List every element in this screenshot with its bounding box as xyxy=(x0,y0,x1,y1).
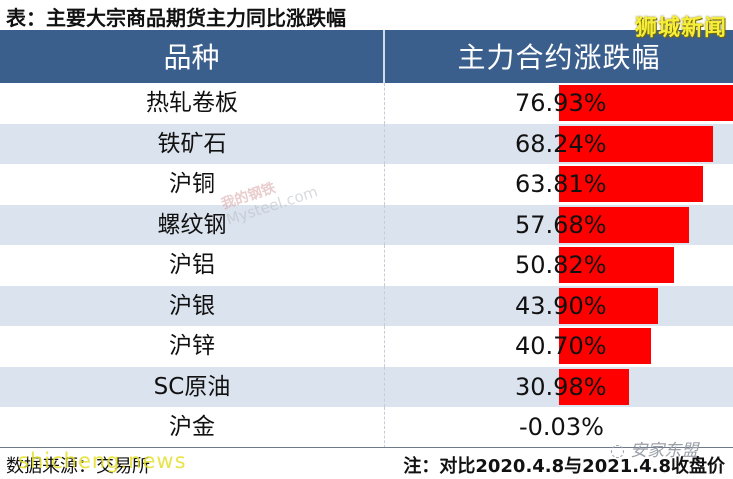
change-bar xyxy=(559,328,651,364)
change-value: 43.90% xyxy=(515,291,607,320)
header-variety: 品种 xyxy=(0,30,385,83)
watermark-shicheng: 狮城新闻 xyxy=(634,16,727,41)
variety-cell: 沪铝 xyxy=(0,245,385,286)
variety-cell: 沪锌 xyxy=(0,326,385,367)
change-value: 68.24% xyxy=(515,129,607,158)
change-cell: 76.93% xyxy=(385,83,733,124)
table-row: 沪银 43.90% xyxy=(0,285,733,327)
table-row: 热轧卷板 76.93% xyxy=(0,83,733,124)
change-value: 63.81% xyxy=(515,170,607,198)
table-row: 沪金 -0.03% xyxy=(0,407,733,448)
change-cell: 40.70% xyxy=(385,326,733,367)
table-row: 沪铝 50.82% xyxy=(0,245,733,286)
change-cell: -0.03% xyxy=(385,407,733,448)
table-header: 品种 主力合约涨跌幅 xyxy=(0,30,733,83)
change-bar xyxy=(559,247,674,283)
change-cell: 57.68% xyxy=(385,205,733,246)
change-value: 40.70% xyxy=(515,332,607,360)
variety-cell: SC原油 xyxy=(0,366,385,407)
watermark-wechat-text: 安家东盟 xyxy=(630,441,699,461)
header-change: 主力合约涨跌幅 xyxy=(457,41,661,74)
table-row: 沪锌 40.70% xyxy=(0,326,733,367)
watermark-wechat: ◌ 安家东盟 xyxy=(610,436,698,461)
variety-cell: 螺纹钢 xyxy=(0,204,385,245)
change-bar xyxy=(559,368,629,405)
change-bar xyxy=(559,125,713,162)
footnote: 注：对比2020.4.8与2021.4.8收盘价 xyxy=(403,456,725,477)
change-cell: 68.24% xyxy=(385,124,733,165)
table-row: 螺纹钢 57.68% xyxy=(0,204,733,246)
change-bar xyxy=(559,166,703,202)
table-row: SC原油 30.98% xyxy=(0,366,733,408)
change-cell: 50.82% xyxy=(385,245,733,286)
watermark-footer: shicheng.news xyxy=(18,449,187,473)
change-bar xyxy=(559,85,733,121)
change-value: -0.03% xyxy=(519,413,604,441)
change-cell: 63.81% xyxy=(385,164,733,205)
variety-cell: 沪铜 xyxy=(0,164,385,205)
variety-cell: 热轧卷板 xyxy=(0,83,385,124)
change-value: 76.93% xyxy=(515,89,607,117)
change-bar xyxy=(559,287,658,324)
change-value: 57.68% xyxy=(515,210,607,239)
variety-cell: 沪金 xyxy=(0,407,385,448)
variety-cell: 沪银 xyxy=(0,285,385,326)
futures-table: 品种 主力合约涨跌幅 热轧卷板 76.93% 铁矿石 68.24% 沪铜 63.81% 螺纹… xyxy=(0,30,733,448)
table-row: 沪铜 63.81% xyxy=(0,164,733,205)
change-cell: 30.98% xyxy=(385,367,733,408)
table-row: 铁矿石 68.24% xyxy=(0,123,733,165)
footer-divider xyxy=(0,447,733,448)
change-cell: 43.90% xyxy=(385,286,733,327)
change-bar xyxy=(559,206,689,243)
change-value: 50.82% xyxy=(515,251,607,279)
variety-cell: 铁矿石 xyxy=(0,123,385,164)
wechat-icon: ◌ xyxy=(610,441,631,461)
table-title: 表：主要大宗商品期货主力同比涨跌幅 xyxy=(6,6,346,30)
data-source: 数据来源：交易所 xyxy=(6,456,150,477)
change-value: 30.98% xyxy=(515,372,607,401)
